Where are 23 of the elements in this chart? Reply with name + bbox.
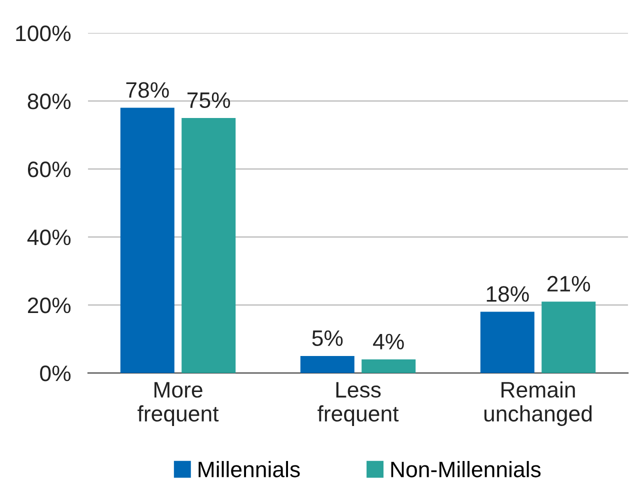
y-tick-label: 0% — [40, 366, 71, 382]
bar — [480, 312, 534, 373]
bar — [362, 359, 416, 373]
bar — [182, 118, 236, 373]
data-label: 4% — [373, 334, 404, 350]
legend-label: Millennials — [198, 461, 300, 478]
x-tick-label: Less frequent — [318, 382, 399, 426]
bar — [542, 302, 596, 373]
data-label: 75% — [188, 92, 230, 108]
y-tick-label: 20% — [28, 298, 71, 314]
y-tick-label: 60% — [28, 162, 71, 178]
data-label: 78% — [126, 82, 169, 98]
y-tick-label: 80% — [28, 94, 71, 110]
bar — [300, 356, 354, 373]
y-tick-label: 40% — [27, 230, 71, 246]
x-tick-label: Remain unchanged — [484, 381, 592, 426]
bar — [120, 108, 174, 373]
data-label: 21% — [547, 276, 590, 292]
x-tick-label: More frequent — [138, 382, 219, 426]
data-label: 5% — [312, 330, 343, 346]
legend-label: Non-Millennials — [391, 461, 541, 478]
y-tick-label: 100% — [16, 26, 71, 42]
data-label: 18% — [486, 286, 529, 302]
